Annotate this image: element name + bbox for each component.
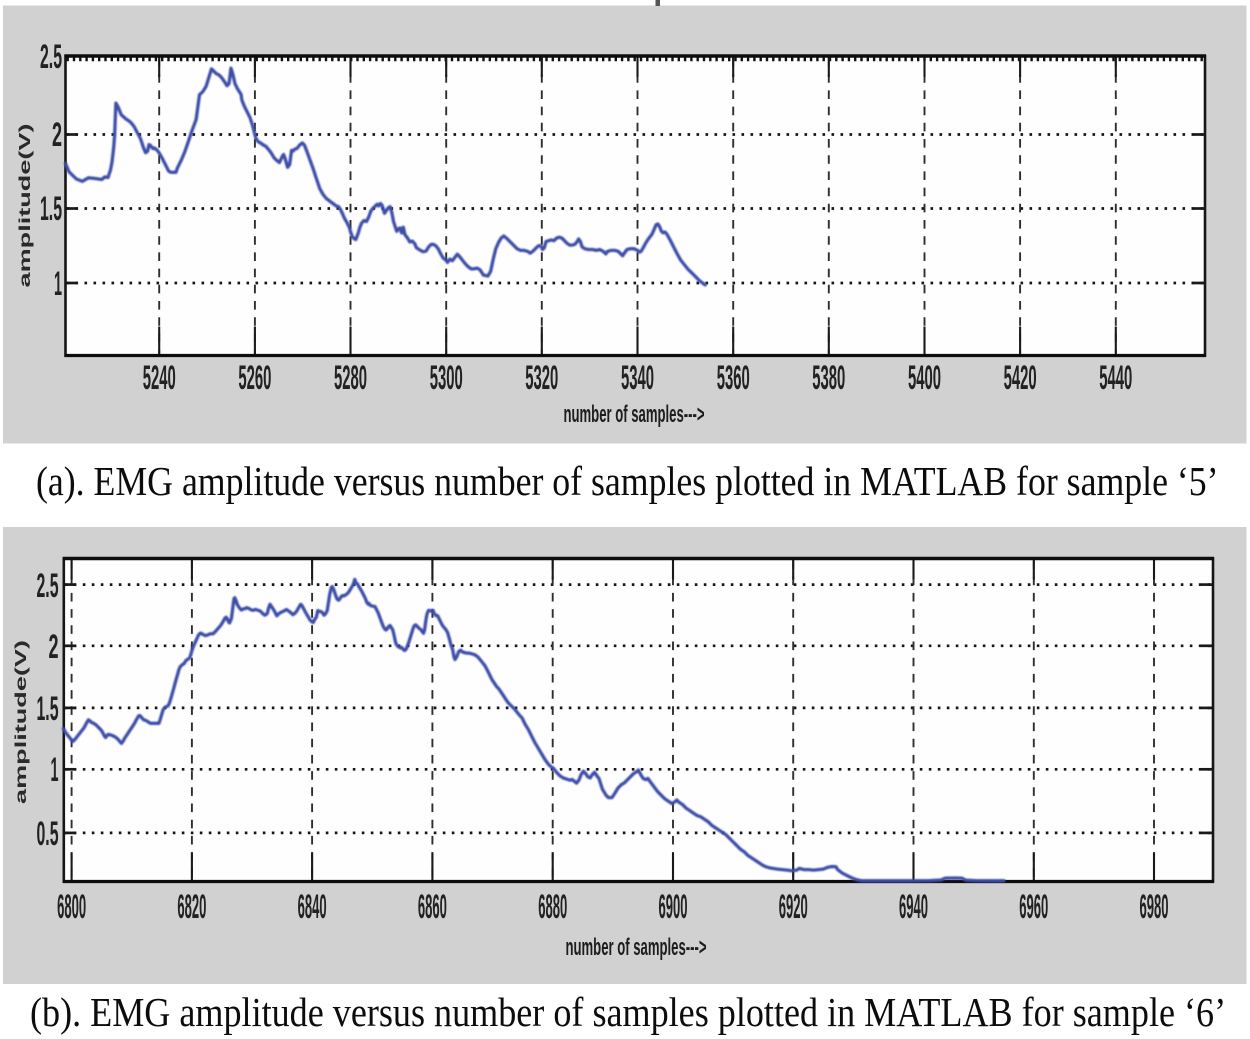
svg-text:5360: 5360: [717, 359, 750, 397]
svg-text:5320: 5320: [525, 359, 558, 397]
svg-text:2: 2: [49, 628, 59, 666]
svg-text:number of samples--->: number of samples--->: [564, 401, 705, 428]
svg-text:5420: 5420: [1004, 359, 1037, 397]
svg-text:6900: 6900: [659, 888, 688, 926]
svg-text:2: 2: [52, 116, 62, 154]
svg-text:amplitude(V): amplitude(V): [12, 640, 30, 804]
svg-text:6980: 6980: [1140, 888, 1169, 926]
svg-text:2.5: 2.5: [40, 38, 62, 76]
svg-text:5260: 5260: [238, 359, 271, 397]
svg-text:5440: 5440: [1099, 359, 1132, 397]
svg-text:6960: 6960: [1019, 888, 1048, 926]
svg-text:5340: 5340: [621, 359, 654, 397]
svg-text:6840: 6840: [298, 888, 327, 926]
svg-text:5380: 5380: [812, 359, 845, 397]
svg-text:2.5: 2.5: [37, 567, 59, 605]
svg-text:1: 1: [54, 265, 62, 303]
svg-text:1: 1: [51, 751, 59, 789]
svg-text:1.5: 1.5: [37, 690, 59, 728]
svg-text:6820: 6820: [177, 888, 206, 926]
svg-text:0.5: 0.5: [37, 815, 59, 853]
svg-text:5240: 5240: [143, 359, 176, 397]
svg-text:5300: 5300: [430, 359, 463, 397]
svg-text:6800: 6800: [57, 888, 86, 926]
svg-text:5280: 5280: [334, 359, 367, 397]
svg-text:1.5: 1.5: [40, 190, 62, 228]
svg-text:number of samples--->: number of samples--->: [566, 934, 707, 961]
svg-text:6920: 6920: [779, 888, 808, 926]
svg-text:amplitude(V): amplitude(V): [16, 124, 34, 288]
svg-text:5400: 5400: [908, 359, 941, 397]
svg-text:6940: 6940: [899, 888, 928, 926]
svg-text:6880: 6880: [538, 888, 567, 926]
svg-text:6860: 6860: [418, 888, 447, 926]
